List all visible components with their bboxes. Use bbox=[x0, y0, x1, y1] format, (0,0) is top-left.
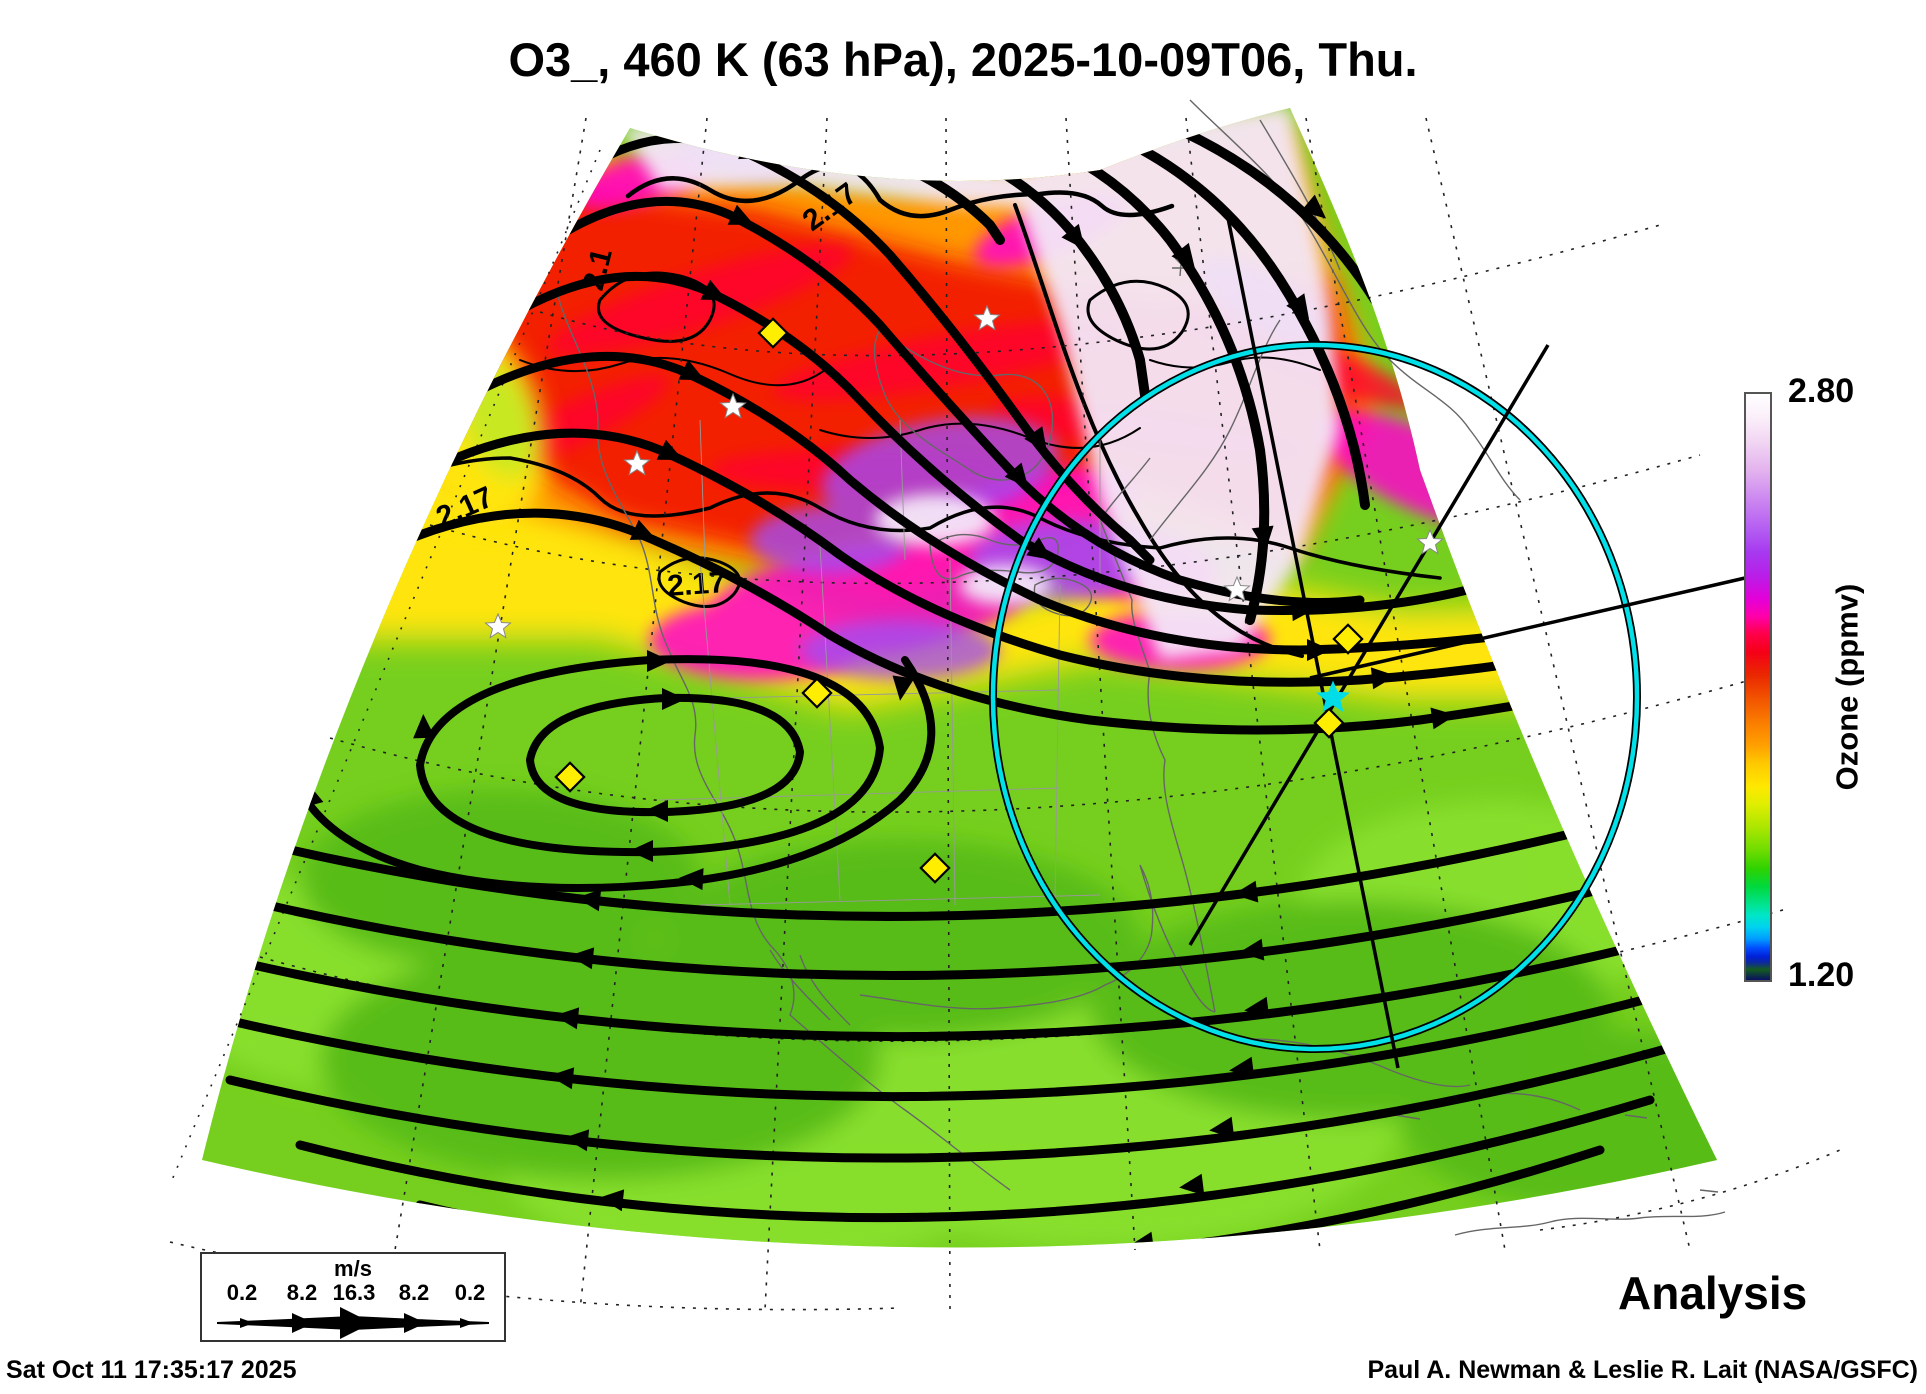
ozone-contours bbox=[298, 163, 1442, 658]
wind-legend-value: 8.2 bbox=[398, 1280, 430, 1305]
colorbar-axis-label: Ozone (ppmv) bbox=[1829, 583, 1865, 791]
attribution: Paul A. Newman & Leslie R. Lait (NASA/GS… bbox=[1367, 1356, 1918, 1384]
coastlines bbox=[557, 99, 1726, 1236]
range-circle bbox=[989, 341, 1641, 1053]
wind-legend-value: 0.2 bbox=[454, 1280, 486, 1305]
wind-legend-units: m/s bbox=[334, 1256, 372, 1281]
wind-legend-value: 0.2 bbox=[226, 1280, 258, 1305]
creation-timestamp: Sat Oct 11 17:35:17 2025 bbox=[6, 1356, 297, 1384]
colorbar-max-label: 2.80 bbox=[1788, 372, 1855, 410]
colorbar-axis-label-wrap: Ozone (ppmv) bbox=[1812, 392, 1882, 982]
colorbar bbox=[1744, 392, 1772, 982]
wind-legend-value: 8.2 bbox=[286, 1280, 318, 1305]
station-marker-cyan-star bbox=[1316, 680, 1350, 713]
wind-legend-arrow-scale bbox=[217, 1307, 489, 1339]
station-markers-white-stars bbox=[484, 304, 1444, 639]
wind-speed-legend: m/s 0.2 8.2 16.3 8.2 0.2 bbox=[200, 1252, 506, 1342]
track-lines bbox=[1188, 217, 1746, 1069]
station-markers-yellow-diamonds bbox=[554, 317, 1364, 884]
page-title: O3_, 460 K (63 hPa), 2025-10-09T06, Thu. bbox=[508, 33, 1418, 86]
analysis-label: Analysis bbox=[1618, 1267, 1808, 1319]
wind-legend-value: 16.3 bbox=[332, 1280, 376, 1305]
colorbar-min-label: 1.20 bbox=[1788, 956, 1855, 994]
